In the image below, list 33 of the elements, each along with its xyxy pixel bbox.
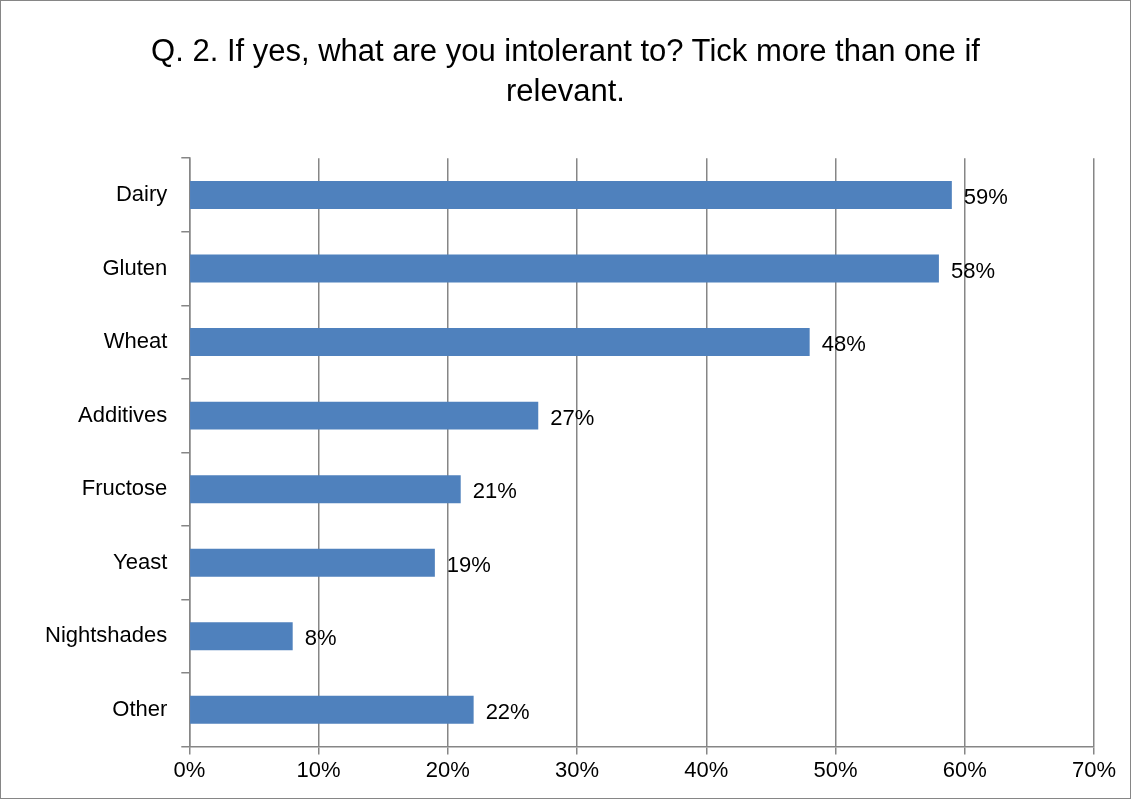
x-tick-label: 10%: [296, 756, 341, 782]
bar: [190, 475, 461, 504]
x-tick-label: 0%: [173, 756, 206, 782]
bar: [190, 254, 939, 283]
data-label: 22%: [485, 698, 530, 724]
data-label: 19%: [446, 551, 491, 577]
y-tick-label: Yeast: [113, 548, 168, 574]
bar: [190, 548, 435, 577]
data-label: 21%: [472, 478, 517, 504]
y-tick-label: Other: [112, 695, 168, 721]
data-label: 58%: [950, 257, 995, 283]
bar: [190, 401, 539, 430]
bar: [190, 181, 952, 209]
y-tick-label: Nightshades: [44, 622, 168, 648]
x-tick-label: 20%: [425, 756, 470, 782]
x-tick-label: 40%: [684, 756, 729, 782]
y-tick-label: Wheat: [103, 328, 168, 354]
data-label: 8%: [304, 625, 337, 651]
y-tick-label: Additives: [78, 401, 168, 427]
y-tick-label: Fructose: [81, 475, 168, 501]
data-label: 27%: [550, 404, 595, 430]
x-tick-label: 30%: [555, 756, 600, 782]
data-label: 48%: [821, 331, 866, 357]
y-tick-label: Dairy: [115, 181, 168, 207]
x-tick-label: 50%: [813, 756, 858, 782]
bar: [190, 328, 810, 357]
data-label: 59%: [963, 184, 1008, 210]
chart-title: Q. 2. If yes, what are you intolerant to? Tick more than one if relevant.: [150, 32, 981, 110]
x-tick-label: 60%: [942, 756, 987, 782]
bar: [190, 622, 293, 651]
y-tick-label: Gluten: [102, 254, 168, 280]
bar: [190, 695, 474, 724]
x-tick-label: 70%: [1071, 756, 1117, 782]
